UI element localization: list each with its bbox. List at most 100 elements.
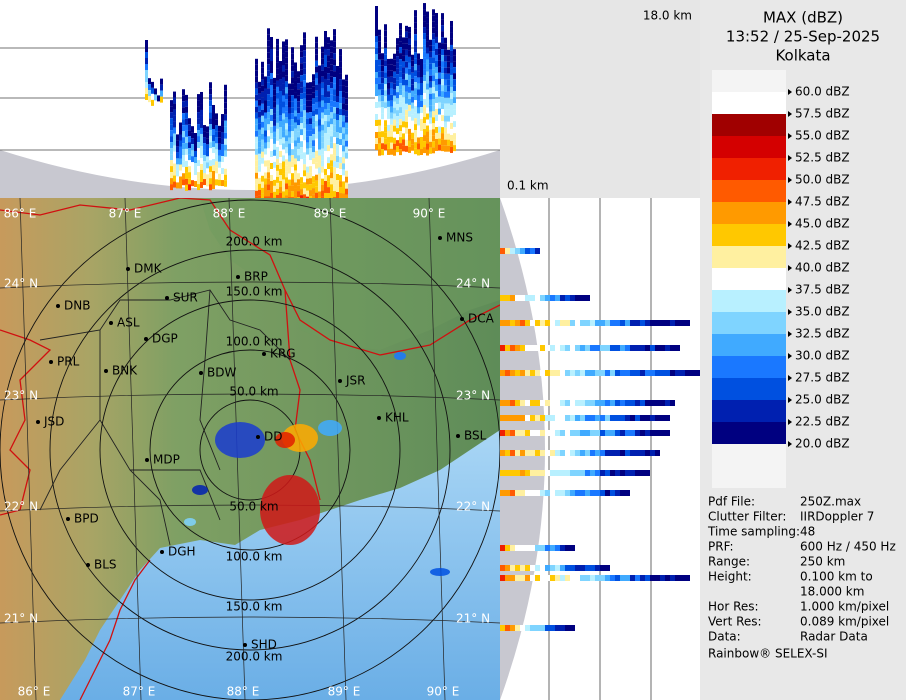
echo-cell bbox=[255, 154, 258, 161]
echo-cell bbox=[339, 127, 342, 134]
echo-cell bbox=[402, 103, 405, 110]
echo-cell bbox=[423, 21, 426, 28]
echo-cell bbox=[378, 119, 381, 126]
echo-cell bbox=[312, 140, 315, 147]
echo-cell bbox=[279, 73, 282, 80]
echo-cell bbox=[615, 320, 620, 326]
echo-cell bbox=[339, 181, 342, 188]
echo-cell bbox=[417, 125, 420, 132]
echo-cell bbox=[381, 137, 384, 144]
echo-cell bbox=[330, 58, 333, 65]
echo-cell bbox=[635, 415, 640, 421]
echo-cell bbox=[276, 128, 279, 135]
echo-cell bbox=[324, 90, 327, 97]
echo-cell bbox=[200, 151, 203, 158]
echo-cell bbox=[444, 121, 447, 128]
echo-cell bbox=[345, 158, 348, 165]
echo-cell bbox=[312, 128, 315, 135]
echo-cell bbox=[185, 136, 188, 143]
echo-cell bbox=[197, 118, 200, 125]
echo-cell bbox=[510, 295, 515, 301]
echo-cell bbox=[600, 370, 605, 376]
echo-cell bbox=[387, 64, 390, 71]
echo-cell bbox=[540, 345, 545, 351]
echo-cell bbox=[342, 115, 345, 122]
echo-cell bbox=[414, 70, 417, 77]
echo-cell bbox=[273, 83, 276, 90]
echo-cell bbox=[515, 575, 520, 581]
echo-cell bbox=[432, 93, 435, 100]
echo-cell bbox=[381, 65, 384, 72]
echo-cell bbox=[417, 131, 420, 138]
echo-cell bbox=[303, 56, 306, 63]
echo-cell bbox=[176, 134, 179, 141]
echo-cell bbox=[417, 149, 420, 156]
echo-cell bbox=[610, 320, 615, 326]
echo-cell bbox=[267, 94, 270, 101]
echo-cell bbox=[525, 295, 530, 301]
echo-cell bbox=[510, 320, 515, 326]
echo-cell bbox=[300, 129, 303, 136]
echo-cell bbox=[417, 107, 420, 114]
echo-cell bbox=[381, 131, 384, 138]
echo-cell bbox=[282, 161, 285, 168]
echo-cell bbox=[375, 90, 378, 97]
echo-cell bbox=[435, 144, 438, 151]
echo-cell bbox=[212, 122, 215, 129]
echo-cell bbox=[405, 121, 408, 128]
echo-cell bbox=[209, 184, 212, 191]
station-label: KHL bbox=[385, 411, 409, 425]
echo-cell bbox=[414, 64, 417, 71]
echo-cell bbox=[555, 565, 560, 571]
echo-cell bbox=[297, 131, 300, 138]
echo-cell bbox=[402, 121, 405, 128]
echo-cell bbox=[595, 450, 600, 456]
echo-cell bbox=[333, 149, 336, 156]
echo-cell bbox=[285, 69, 288, 76]
echo-cell bbox=[390, 148, 393, 155]
echo-cell bbox=[411, 90, 414, 97]
echo-cell bbox=[396, 104, 399, 111]
echo-cell bbox=[321, 64, 324, 71]
echo-cell bbox=[390, 136, 393, 143]
echo-cell bbox=[441, 43, 444, 50]
echo-cell bbox=[580, 575, 585, 581]
echo-cell bbox=[309, 142, 312, 149]
echo-cell bbox=[393, 65, 396, 72]
echo-cell bbox=[327, 193, 330, 198]
echo-cell bbox=[405, 115, 408, 122]
echo-cell bbox=[420, 88, 423, 95]
echo-cell bbox=[212, 146, 215, 153]
echo-cell bbox=[151, 81, 154, 88]
echo-cell bbox=[515, 430, 520, 436]
lon-label: 90° E bbox=[427, 685, 460, 699]
echo-cell bbox=[255, 76, 258, 83]
echo-cell bbox=[182, 101, 185, 108]
echo-cell bbox=[200, 163, 203, 170]
echo-cell bbox=[273, 89, 276, 96]
echo-cell bbox=[393, 95, 396, 102]
echo-cell bbox=[267, 28, 270, 35]
echo-cell bbox=[635, 575, 640, 581]
echo-cell bbox=[447, 67, 450, 74]
echo-cell bbox=[342, 109, 345, 116]
echo-cell bbox=[303, 146, 306, 153]
echo-cell bbox=[206, 150, 209, 157]
echo-cell bbox=[258, 159, 261, 166]
echo-cell bbox=[300, 153, 303, 160]
echo-cell bbox=[182, 125, 185, 132]
echo-area bbox=[430, 568, 450, 576]
echo-cell bbox=[318, 143, 321, 150]
echo-cell bbox=[414, 112, 417, 119]
echo-cell bbox=[221, 132, 224, 139]
echo-cell bbox=[258, 141, 261, 148]
echo-cell bbox=[285, 183, 288, 190]
echo-cell bbox=[255, 118, 258, 125]
echo-cell bbox=[630, 345, 635, 351]
echo-cell bbox=[333, 119, 336, 126]
echo-cell bbox=[432, 39, 435, 46]
info-value: Radar Data bbox=[800, 630, 868, 644]
legend-tick bbox=[788, 155, 792, 161]
echo-cell bbox=[282, 179, 285, 186]
